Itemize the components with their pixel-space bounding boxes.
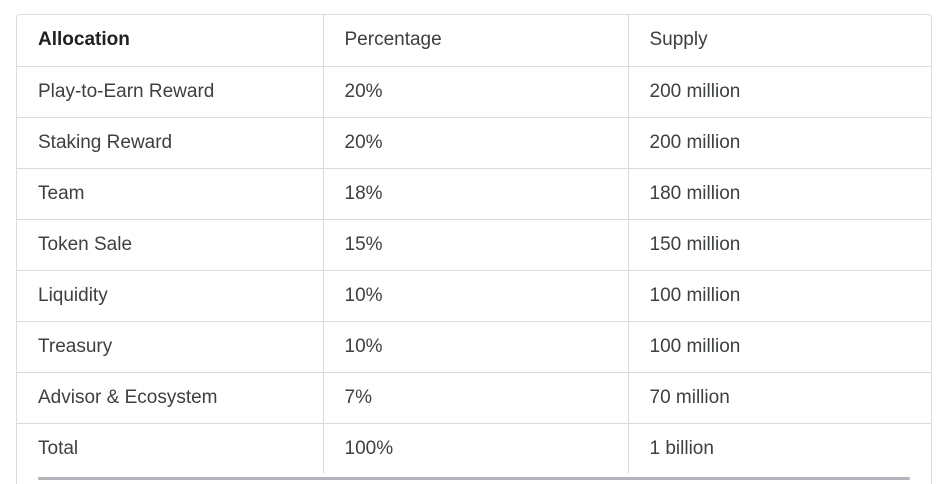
table-row: Token Sale 15% 150 million xyxy=(17,219,931,271)
cell-allocation: Advisor & Ecosystem xyxy=(17,372,324,424)
cell-allocation: Team xyxy=(17,168,324,220)
cell-percentage: 7% xyxy=(323,372,629,424)
header-supply: Supply xyxy=(628,15,931,67)
cell-supply: 100 million xyxy=(628,270,931,322)
cell-supply: 70 million xyxy=(628,372,931,424)
cell-percentage: 100% xyxy=(323,423,629,474)
cell-supply: 200 million xyxy=(628,117,931,169)
cell-allocation: Play-to-Earn Reward xyxy=(17,66,324,118)
table-row-total: Total 100% 1 billion xyxy=(17,423,931,474)
cell-supply: 100 million xyxy=(628,321,931,373)
table-row: Advisor & Ecosystem 7% 70 million xyxy=(17,372,931,424)
cell-percentage: 20% xyxy=(323,66,629,118)
cell-percentage: 20% xyxy=(323,117,629,169)
table-row: Treasury 10% 100 million xyxy=(17,321,931,373)
table-row: Play-to-Earn Reward 20% 200 million xyxy=(17,66,931,118)
cell-allocation: Total xyxy=(17,423,324,474)
cell-supply: 1 billion xyxy=(649,437,714,459)
cell-allocation: Staking Reward xyxy=(17,117,324,169)
cell-allocation: Liquidity xyxy=(17,270,324,322)
table-header-row: Allocation Percentage Supply xyxy=(17,15,931,67)
allocation-table-container: Allocation Percentage Supply Play-to-Ear… xyxy=(16,14,932,484)
cell-percentage: 15% xyxy=(323,219,629,271)
table-row: Team 18% 180 million xyxy=(17,168,931,220)
table-row: Staking Reward 20% 200 million xyxy=(17,117,931,169)
header-allocation: Allocation xyxy=(17,15,324,67)
cell-percentage: 10% xyxy=(323,270,629,322)
horizontal-scrollbar[interactable] xyxy=(38,477,910,480)
cell-allocation: Treasury xyxy=(17,321,324,373)
table-row: Liquidity 10% 100 million xyxy=(17,270,931,322)
cell-supply: 200 million xyxy=(628,66,931,118)
cell-supply: 180 million xyxy=(628,168,931,220)
cell-supply: 150 million xyxy=(628,219,931,271)
header-percentage: Percentage xyxy=(323,15,629,67)
allocation-table: Allocation Percentage Supply Play-to-Ear… xyxy=(17,15,931,474)
cell-allocation: Token Sale xyxy=(17,219,324,271)
cell-percentage: 10% xyxy=(323,321,629,373)
cell-percentage: 18% xyxy=(323,168,629,220)
